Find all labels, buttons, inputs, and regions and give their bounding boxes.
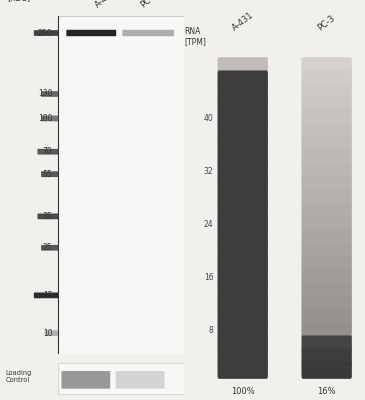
FancyBboxPatch shape — [218, 349, 268, 366]
Text: 10: 10 — [43, 329, 53, 338]
Text: High: High — [84, 371, 102, 380]
FancyBboxPatch shape — [218, 230, 268, 246]
Text: 35: 35 — [43, 212, 53, 221]
Text: A-431: A-431 — [93, 0, 118, 9]
FancyBboxPatch shape — [218, 256, 268, 273]
FancyBboxPatch shape — [218, 282, 268, 299]
FancyBboxPatch shape — [218, 97, 268, 114]
FancyBboxPatch shape — [218, 137, 268, 154]
FancyBboxPatch shape — [38, 149, 58, 154]
FancyBboxPatch shape — [218, 110, 268, 127]
Text: PC-3: PC-3 — [316, 14, 337, 32]
Text: 8: 8 — [209, 326, 214, 335]
FancyBboxPatch shape — [301, 336, 352, 352]
FancyBboxPatch shape — [218, 336, 268, 352]
FancyBboxPatch shape — [218, 296, 268, 313]
FancyBboxPatch shape — [218, 216, 268, 233]
FancyBboxPatch shape — [301, 150, 352, 167]
FancyBboxPatch shape — [301, 282, 352, 299]
FancyBboxPatch shape — [301, 203, 352, 220]
FancyBboxPatch shape — [66, 30, 116, 36]
FancyBboxPatch shape — [116, 371, 165, 389]
FancyBboxPatch shape — [301, 216, 352, 233]
FancyBboxPatch shape — [301, 190, 352, 207]
FancyBboxPatch shape — [41, 245, 58, 251]
FancyBboxPatch shape — [301, 110, 352, 127]
FancyBboxPatch shape — [41, 116, 58, 121]
Text: A-431: A-431 — [230, 10, 255, 32]
Text: Low: Low — [137, 371, 152, 380]
FancyBboxPatch shape — [61, 371, 110, 389]
FancyBboxPatch shape — [218, 322, 268, 339]
Text: 55: 55 — [43, 170, 53, 179]
FancyBboxPatch shape — [218, 243, 268, 260]
FancyBboxPatch shape — [45, 330, 58, 336]
Text: 130: 130 — [38, 90, 53, 98]
Text: Loading
Control: Loading Control — [5, 370, 32, 383]
FancyBboxPatch shape — [218, 124, 268, 140]
Text: 24: 24 — [204, 220, 214, 229]
Text: 100%: 100% — [231, 387, 255, 396]
FancyBboxPatch shape — [301, 163, 352, 180]
Text: RNA
[TPM]: RNA [TPM] — [184, 27, 206, 46]
Text: 16: 16 — [204, 273, 214, 282]
Text: 100: 100 — [38, 114, 53, 123]
FancyBboxPatch shape — [218, 163, 268, 180]
FancyBboxPatch shape — [301, 296, 352, 313]
FancyBboxPatch shape — [122, 30, 174, 36]
Text: 250: 250 — [38, 28, 53, 38]
FancyBboxPatch shape — [301, 309, 352, 326]
FancyBboxPatch shape — [38, 214, 58, 219]
FancyBboxPatch shape — [301, 349, 352, 366]
FancyBboxPatch shape — [301, 70, 352, 87]
FancyBboxPatch shape — [218, 70, 268, 87]
FancyBboxPatch shape — [301, 269, 352, 286]
FancyBboxPatch shape — [58, 16, 184, 354]
FancyBboxPatch shape — [34, 30, 58, 36]
FancyBboxPatch shape — [218, 203, 268, 220]
FancyBboxPatch shape — [301, 362, 352, 379]
FancyBboxPatch shape — [218, 269, 268, 286]
FancyBboxPatch shape — [218, 150, 268, 167]
FancyBboxPatch shape — [34, 292, 58, 298]
FancyBboxPatch shape — [218, 176, 268, 193]
Text: 70: 70 — [43, 147, 53, 156]
Text: [kDa]: [kDa] — [7, 0, 30, 2]
Text: 15: 15 — [43, 291, 53, 300]
FancyBboxPatch shape — [218, 84, 268, 101]
FancyBboxPatch shape — [41, 171, 58, 177]
FancyBboxPatch shape — [218, 309, 268, 326]
Text: PC-3: PC-3 — [138, 0, 159, 9]
FancyBboxPatch shape — [301, 124, 352, 140]
FancyBboxPatch shape — [301, 243, 352, 260]
FancyBboxPatch shape — [301, 97, 352, 114]
FancyBboxPatch shape — [58, 364, 184, 394]
FancyBboxPatch shape — [218, 57, 268, 74]
Text: 25: 25 — [43, 243, 53, 252]
FancyBboxPatch shape — [301, 84, 352, 101]
FancyBboxPatch shape — [301, 230, 352, 246]
FancyBboxPatch shape — [301, 57, 352, 74]
FancyBboxPatch shape — [218, 190, 268, 207]
FancyBboxPatch shape — [301, 322, 352, 339]
Text: 16%: 16% — [317, 387, 336, 396]
Text: 32: 32 — [204, 167, 214, 176]
FancyBboxPatch shape — [218, 362, 268, 379]
FancyBboxPatch shape — [41, 91, 58, 97]
FancyBboxPatch shape — [301, 176, 352, 193]
FancyBboxPatch shape — [301, 137, 352, 154]
FancyBboxPatch shape — [301, 256, 352, 273]
Text: 40: 40 — [204, 114, 214, 123]
